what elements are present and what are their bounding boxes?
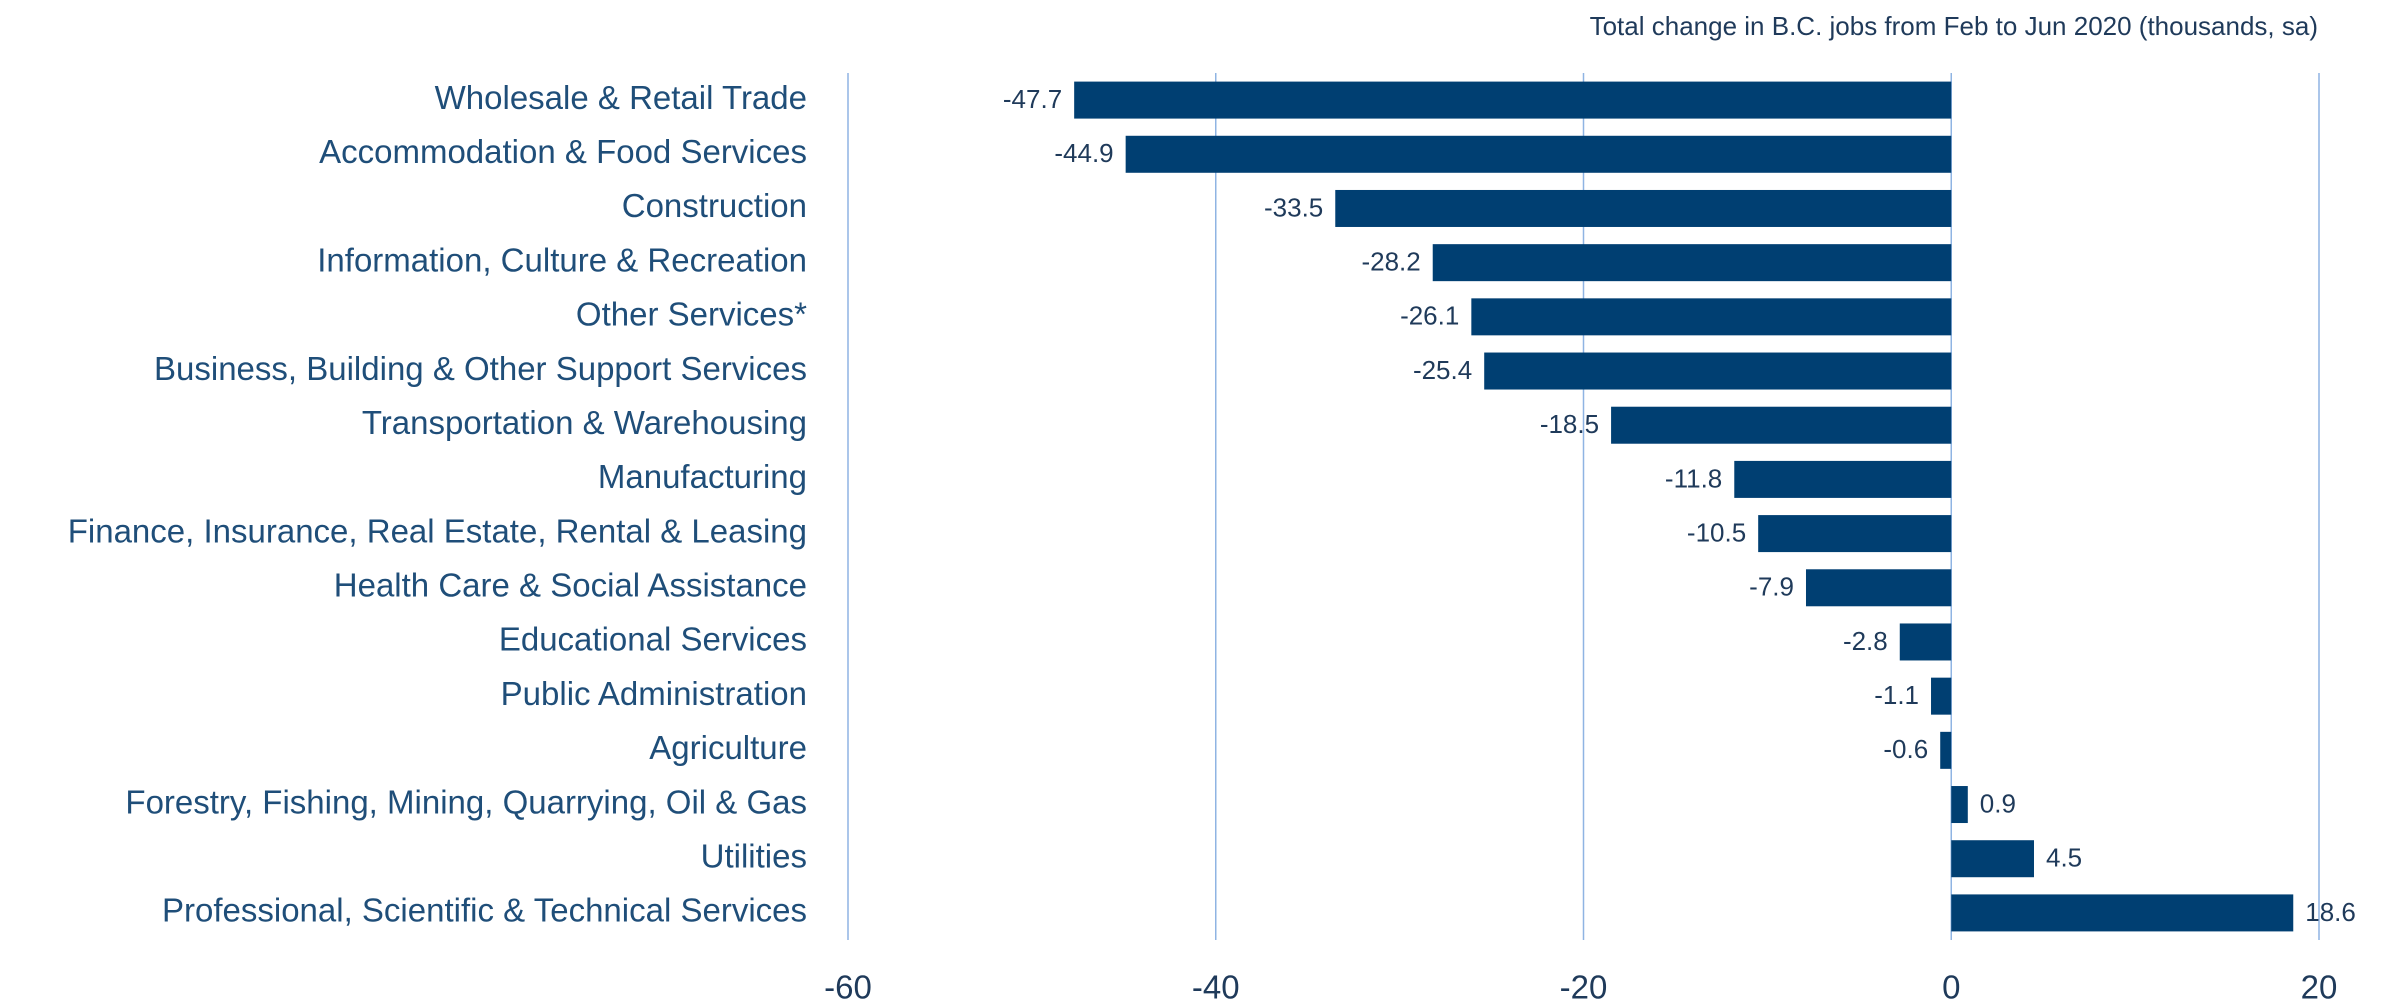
- category-label: Accommodation & Food Services: [319, 133, 807, 170]
- bar: [1899, 623, 1952, 661]
- bar: [1940, 731, 1952, 769]
- bar: [1951, 894, 2294, 932]
- category-label: Construction: [622, 187, 807, 224]
- value-label: -2.8: [1843, 626, 1888, 656]
- category-label: Other Services*: [576, 296, 807, 333]
- x-tick-label: -60: [824, 969, 872, 1006]
- x-tick-label: -40: [1192, 969, 1240, 1006]
- bar: [1125, 135, 1952, 173]
- category-label: Information, Culture & Recreation: [317, 241, 807, 278]
- category-label: Manufacturing: [598, 458, 807, 495]
- value-label: -0.6: [1883, 734, 1928, 764]
- bar: [1951, 786, 1968, 824]
- category-label: Forestry, Fishing, Mining, Quarrying, Oi…: [125, 783, 807, 820]
- category-label: Business, Building & Other Support Servi…: [154, 350, 807, 387]
- category-label: Agriculture: [649, 729, 807, 766]
- value-label: -28.2: [1361, 247, 1420, 277]
- bar: [1611, 406, 1952, 444]
- bar: [1074, 81, 1952, 119]
- value-label: 0.9: [1980, 788, 2016, 818]
- value-label: -44.9: [1054, 138, 1113, 168]
- chart-title: Total change in B.C. jobs from Feb to Ju…: [1590, 11, 2318, 41]
- value-label: -47.7: [1003, 84, 1062, 114]
- bar: [1931, 677, 1952, 715]
- value-label: -1.1: [1874, 680, 1919, 710]
- value-label: -7.9: [1749, 572, 1794, 602]
- value-label: -33.5: [1264, 192, 1323, 222]
- category-label: Utilities: [701, 837, 807, 874]
- bar: [1734, 460, 1952, 498]
- x-tick-label: 0: [1942, 969, 1960, 1006]
- category-label: Transportation & Warehousing: [362, 404, 807, 441]
- bar: [1758, 515, 1952, 553]
- bar: [1805, 569, 1952, 607]
- value-label: -18.5: [1540, 409, 1599, 439]
- bar: [1432, 244, 1952, 282]
- x-tick-label: -20: [1560, 969, 1608, 1006]
- category-label: Finance, Insurance, Real Estate, Rental …: [68, 512, 807, 549]
- value-label: -26.1: [1400, 301, 1459, 331]
- category-label: Professional, Scientific & Technical Ser…: [162, 892, 807, 929]
- x-tick-label: 20: [2301, 969, 2338, 1006]
- category-label: Wholesale & Retail Trade: [435, 79, 807, 116]
- value-label: 4.5: [2046, 843, 2082, 873]
- category-label: Public Administration: [501, 675, 807, 712]
- value-label: -10.5: [1687, 517, 1746, 547]
- category-label: Health Care & Social Assistance: [334, 567, 807, 604]
- bar: [1484, 352, 1952, 390]
- bar: [1335, 189, 1952, 227]
- category-label: Educational Services: [499, 621, 807, 658]
- value-label: -11.8: [1665, 463, 1722, 493]
- value-label: -25.4: [1413, 355, 1472, 385]
- bar: [1951, 840, 2034, 878]
- value-label: 18.6: [2305, 897, 2356, 927]
- bar: [1471, 298, 1952, 336]
